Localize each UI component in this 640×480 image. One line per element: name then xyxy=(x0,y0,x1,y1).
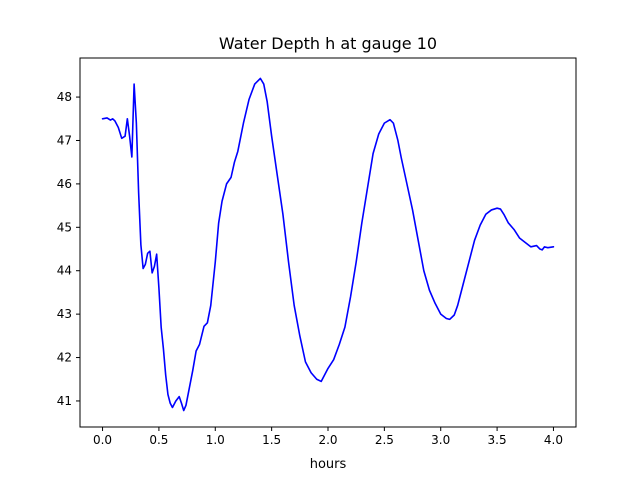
x-tick-label: 0.5 xyxy=(149,433,168,447)
plot-frame xyxy=(79,57,577,428)
x-tick-label: 2.5 xyxy=(375,433,394,447)
y-tick-label: 48 xyxy=(57,90,72,104)
x-axis-label: hours xyxy=(310,457,347,472)
x-tick-label: 2.0 xyxy=(318,433,337,447)
chart-title: Water Depth h at gauge 10 xyxy=(219,34,437,53)
y-tick-label: 44 xyxy=(57,264,72,278)
y-tick-label: 41 xyxy=(57,394,72,408)
y-tick-label: 45 xyxy=(57,220,72,234)
x-tick-label: 3.0 xyxy=(431,433,450,447)
y-tick-label: 46 xyxy=(57,177,72,191)
x-tick-label: 4.0 xyxy=(544,433,563,447)
x-tick-label: 0.0 xyxy=(93,433,112,447)
x-axis-ticks: 0.0 0.5 1.0 1.5 2.0 2.5 3.0 3.5 4.0 xyxy=(93,427,563,447)
y-tick-label: 47 xyxy=(57,133,72,147)
y-tick-label: 42 xyxy=(57,351,72,365)
x-tick-label: 1.5 xyxy=(262,433,281,447)
y-axis-ticks: 41 42 43 44 45 46 47 48 xyxy=(57,90,80,408)
x-tick-label: 1.0 xyxy=(206,433,225,447)
x-tick-label: 3.5 xyxy=(488,433,507,447)
series-line-0 xyxy=(101,77,555,412)
y-tick-label: 43 xyxy=(57,307,72,321)
plot-layer xyxy=(101,77,555,412)
